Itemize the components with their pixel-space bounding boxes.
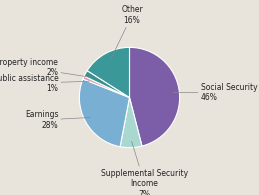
Text: Supplemental Security
Income
7%: Supplemental Security Income 7% [101, 141, 188, 195]
Wedge shape [87, 47, 130, 98]
Text: Property income
2%: Property income 2% [0, 58, 91, 77]
Text: Public assistance
1%: Public assistance 1% [0, 74, 89, 93]
Wedge shape [84, 71, 130, 98]
Wedge shape [79, 79, 130, 147]
Wedge shape [120, 98, 142, 148]
Text: Social Security
46%: Social Security 46% [173, 83, 257, 102]
Text: Earnings
28%: Earnings 28% [25, 110, 91, 130]
Text: Other
16%: Other 16% [111, 5, 143, 59]
Wedge shape [83, 76, 130, 98]
Wedge shape [130, 47, 180, 146]
